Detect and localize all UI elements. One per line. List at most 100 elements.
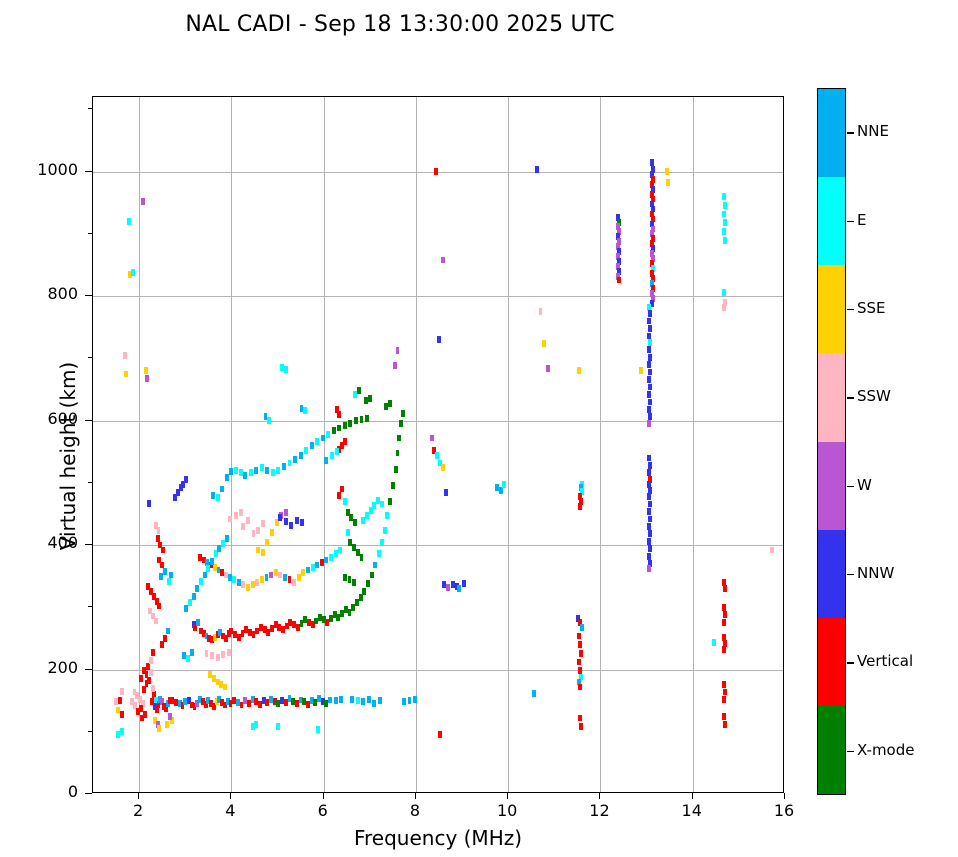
data-point — [647, 317, 652, 325]
gridline-horizontal — [93, 669, 783, 671]
x-tick-label: 14 — [681, 801, 702, 820]
data-point — [651, 245, 655, 253]
data-point — [284, 622, 289, 630]
y-tick-mark — [85, 419, 92, 421]
data-point — [203, 700, 208, 708]
data-point — [152, 717, 157, 724]
data-point — [293, 455, 297, 463]
data-point — [225, 697, 230, 705]
data-point — [306, 618, 311, 626]
data-point — [446, 583, 451, 591]
data-point — [183, 698, 188, 706]
data-point — [388, 399, 393, 407]
data-point — [146, 582, 151, 590]
data-point — [205, 559, 210, 566]
data-point — [170, 697, 175, 705]
data-point — [578, 493, 583, 500]
data-point — [198, 695, 202, 703]
colorbar-label-nne: NNE — [857, 122, 889, 141]
colorbar-segment-e[interactable] — [818, 177, 845, 266]
y-minor-tick — [88, 481, 92, 483]
data-point — [401, 698, 406, 706]
data-point — [578, 714, 583, 722]
data-point — [256, 546, 261, 554]
data-point — [365, 580, 370, 588]
colorbar-segment-nne[interactable] — [818, 89, 845, 178]
data-point — [192, 703, 197, 711]
colorbar-segment-vertical[interactable] — [818, 617, 845, 706]
data-point — [189, 648, 194, 656]
colorbar[interactable] — [817, 88, 846, 795]
colorbar-segment-ssw[interactable] — [818, 353, 845, 442]
data-point — [270, 529, 274, 537]
data-point — [722, 210, 727, 218]
data-point — [722, 578, 727, 586]
data-point — [147, 499, 152, 507]
data-point — [338, 546, 343, 554]
data-point — [345, 509, 350, 517]
colorbar-tick-mark — [847, 132, 854, 134]
data-point — [292, 578, 297, 586]
data-point — [616, 214, 620, 222]
data-point — [722, 603, 727, 611]
data-point — [184, 605, 189, 612]
y-tick-mark — [85, 793, 92, 794]
data-point — [247, 628, 252, 636]
data-point — [722, 681, 727, 688]
data-point — [256, 526, 261, 534]
data-point — [119, 710, 124, 718]
data-point — [193, 623, 198, 631]
colorbar-segment-x-mode[interactable] — [818, 705, 845, 794]
data-point — [238, 469, 243, 477]
data-point — [187, 598, 192, 606]
data-point — [201, 630, 206, 637]
data-point — [287, 695, 292, 703]
data-point — [616, 232, 620, 240]
data-point — [217, 545, 222, 553]
data-point — [342, 438, 347, 446]
data-point — [723, 688, 727, 696]
data-point — [648, 486, 653, 494]
data-point — [578, 667, 583, 675]
data-point — [221, 651, 226, 659]
data-point — [210, 491, 215, 499]
data-point — [647, 405, 652, 413]
data-point — [223, 634, 228, 642]
data-point — [664, 168, 669, 176]
data-point — [207, 634, 212, 642]
plot-area[interactable] — [92, 96, 784, 793]
data-point — [342, 422, 347, 429]
colorbar-tick-mark — [847, 220, 854, 222]
data-point — [280, 363, 285, 371]
colorbar-segment-w[interactable] — [818, 441, 845, 530]
data-point — [333, 697, 338, 705]
data-point — [435, 452, 440, 459]
data-point — [235, 699, 240, 706]
x-tick-label: 8 — [409, 801, 421, 820]
data-point — [647, 537, 652, 545]
data-point — [648, 560, 653, 568]
data-point — [651, 195, 655, 203]
data-point — [647, 419, 652, 427]
data-point — [616, 237, 621, 245]
colorbar-segment-nnw[interactable] — [818, 529, 845, 618]
data-point — [226, 648, 231, 656]
data-point — [288, 618, 293, 626]
data-point — [650, 280, 655, 288]
colorbar-segment-sse[interactable] — [818, 265, 845, 354]
data-point — [298, 696, 303, 704]
data-point — [577, 632, 582, 640]
data-point — [217, 695, 222, 703]
data-point — [339, 695, 344, 703]
data-point — [369, 571, 374, 579]
data-point — [160, 698, 165, 706]
data-point — [320, 434, 325, 442]
data-point — [139, 704, 143, 712]
data-point — [141, 686, 146, 693]
data-point — [236, 633, 241, 641]
data-point — [325, 618, 330, 626]
data-point — [232, 576, 237, 584]
data-point — [157, 602, 162, 610]
data-point — [220, 485, 225, 493]
